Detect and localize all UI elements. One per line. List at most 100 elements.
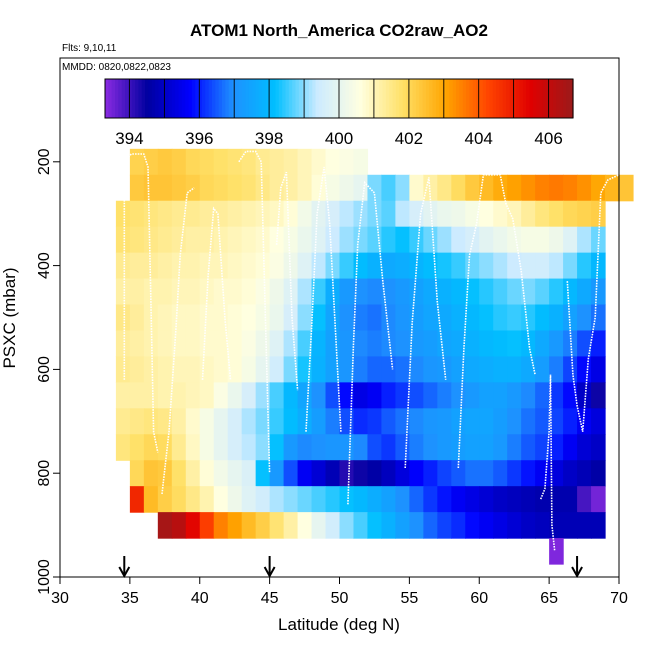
colorbar-segment xyxy=(496,79,501,118)
heatmap-cell xyxy=(563,200,578,228)
heatmap-cell xyxy=(213,174,229,202)
heatmap-cell xyxy=(507,434,522,461)
heatmap-cell xyxy=(381,226,396,254)
heatmap-cell xyxy=(395,200,410,228)
heatmap-cell xyxy=(535,356,550,383)
heatmap-cell xyxy=(297,330,313,358)
colorbar-segment xyxy=(402,79,407,118)
colorbar-segment xyxy=(492,79,497,118)
heatmap-cell xyxy=(409,486,424,513)
flight-profile-track xyxy=(305,166,342,432)
heatmap-cell xyxy=(143,408,159,435)
x-tick-label: 55 xyxy=(400,590,418,607)
heatmap-cell xyxy=(493,304,508,332)
x-tick-label: 65 xyxy=(540,590,558,607)
heatmap-cell xyxy=(367,174,383,202)
colorbar-segment xyxy=(258,79,263,118)
heatmap-cell xyxy=(129,460,145,487)
heatmap-cell xyxy=(479,330,494,358)
heatmap-cell xyxy=(115,330,131,358)
heatmap-cell xyxy=(269,408,285,435)
heatmap-cell xyxy=(577,356,592,383)
y-axis-label: PSXC (mbar) xyxy=(0,267,19,368)
colorbar-segment xyxy=(115,79,119,118)
heatmap-cell xyxy=(479,252,494,280)
colorbar-segment xyxy=(148,79,153,118)
colorbar-segment xyxy=(282,79,287,118)
heatmap-cell xyxy=(451,278,466,306)
colorbar-segment xyxy=(245,79,250,118)
heatmap-cell xyxy=(283,174,299,202)
heatmap-cell xyxy=(157,200,173,228)
heatmap-cell xyxy=(171,252,187,280)
heatmap-cell xyxy=(409,200,424,228)
y-tick-label: 200 xyxy=(36,148,53,175)
colorbar-segment xyxy=(362,79,367,118)
heatmap-cell xyxy=(549,174,564,202)
colorbar-segment xyxy=(345,79,350,118)
x-tick-label: 50 xyxy=(331,590,349,607)
heatmap-cell xyxy=(143,330,159,358)
heatmap-cell xyxy=(395,330,410,358)
heatmap-cell xyxy=(465,252,480,280)
colorbar-segment xyxy=(425,79,430,118)
heatmap-cell xyxy=(535,226,550,254)
heatmap-cell xyxy=(577,330,592,358)
colorbar-segment xyxy=(111,79,116,118)
flight-profile-track xyxy=(457,174,536,469)
heatmap-cell xyxy=(465,200,480,228)
heatmap-cell xyxy=(353,304,369,332)
heatmap-cell xyxy=(157,460,173,487)
heatmap-cell xyxy=(507,200,522,228)
heatmap-cell xyxy=(269,252,285,280)
heatmap-cell xyxy=(563,356,578,383)
heatmap-cell xyxy=(171,486,187,513)
heatmap-cell xyxy=(423,460,438,487)
heatmap-cell xyxy=(479,512,494,539)
heatmap-cell xyxy=(157,148,173,176)
heatmap-cell xyxy=(115,382,131,409)
flight-profile-track xyxy=(566,174,620,432)
heatmap-cell xyxy=(129,304,145,332)
heatmap-cell xyxy=(297,278,313,306)
heatmap-cell xyxy=(143,382,159,409)
flight-profile-track xyxy=(275,171,299,391)
heatmap-cell xyxy=(199,382,215,409)
colorbar-segment xyxy=(389,79,394,118)
colorbar-segment xyxy=(185,79,190,118)
colorbar-segment xyxy=(262,79,267,118)
heatmap-cell xyxy=(423,226,438,254)
heatmap-cell xyxy=(409,226,424,254)
colorbar-segment xyxy=(392,79,397,118)
colorbar-segment xyxy=(292,79,297,118)
heatmap-cell xyxy=(227,460,243,487)
heatmap-cell xyxy=(549,226,564,254)
heatmap-cell xyxy=(521,304,536,332)
heatmap-cell xyxy=(241,434,257,461)
heatmap-cell xyxy=(423,304,438,332)
heatmap-cell xyxy=(269,200,285,228)
heatmap-cell xyxy=(381,486,396,513)
heatmap-cell xyxy=(311,330,327,358)
flight-profile-track xyxy=(404,177,447,469)
heatmap-cell xyxy=(591,486,606,513)
heatmap-cell xyxy=(311,200,327,228)
heatmap-cell xyxy=(297,408,313,435)
heatmap-cell xyxy=(143,226,159,254)
heatmap-cell xyxy=(283,486,299,513)
heatmap-cell xyxy=(381,304,396,332)
heatmap-cell xyxy=(143,148,159,176)
flight-profile-track xyxy=(539,374,556,552)
heatmap-cell xyxy=(507,382,522,409)
heatmap-cell xyxy=(241,226,257,254)
heatmap-cell xyxy=(479,226,494,254)
colorbar-segment xyxy=(335,79,340,118)
colorbar-segment xyxy=(552,79,557,118)
heatmap-cell xyxy=(437,226,452,254)
y-tick-label: 600 xyxy=(36,356,53,383)
heatmap-cell xyxy=(465,434,480,461)
colorbar-segment xyxy=(482,79,487,118)
heatmap-cell xyxy=(465,174,480,202)
colorbar-segment xyxy=(522,79,527,118)
chart-title: ATOM1 North_America CO2raw_AO2 xyxy=(190,21,488,40)
